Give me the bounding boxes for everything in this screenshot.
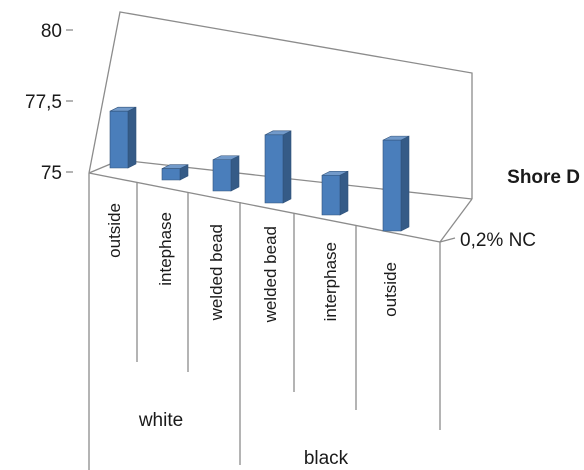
y-tick-label-77-5: 77,5	[25, 92, 62, 113]
bar-front-face	[321, 174, 341, 216]
bar-3	[264, 130, 292, 204]
bar-side-face	[282, 130, 292, 204]
category-label-outside-black: outside	[381, 262, 400, 317]
bar-4	[321, 170, 349, 216]
series-depth-label: 0,2% NC	[460, 230, 536, 251]
category-label-interphase: interphase	[321, 242, 340, 321]
bar-side-face	[230, 155, 240, 192]
bar-1	[161, 164, 189, 181]
depth-axis-tick	[439, 237, 456, 243]
y-axis-title: Shore D	[507, 167, 580, 188]
bar-front-face	[212, 159, 232, 192]
category-label-welded-bead-black: welded bead	[261, 226, 280, 323]
bar-front-face	[382, 139, 402, 232]
bar-side-face	[127, 106, 137, 169]
bar-side-face	[400, 135, 410, 232]
bar-series	[109, 106, 410, 232]
category-label-outside-white: outside	[105, 203, 124, 258]
bar-2	[212, 155, 240, 192]
category-label-intephase: intephase	[156, 212, 175, 286]
y-tick-label-75: 75	[41, 163, 62, 184]
group-label-white: white	[138, 410, 183, 431]
bar-0	[109, 106, 137, 169]
category-label-welded-bead-white: welded bead	[207, 224, 226, 321]
bar-side-face	[339, 170, 349, 216]
bar-front-face	[161, 168, 181, 181]
floor-right-edge	[439, 198, 473, 243]
bar-front-face	[264, 134, 284, 204]
floor-front-edge	[88, 172, 441, 243]
bar-5	[382, 135, 410, 232]
back-wall-frame	[88, 11, 473, 199]
group-label-black: black	[304, 448, 349, 469]
y-tick-label-80: 80	[41, 21, 62, 42]
bar-front-face	[109, 110, 129, 169]
